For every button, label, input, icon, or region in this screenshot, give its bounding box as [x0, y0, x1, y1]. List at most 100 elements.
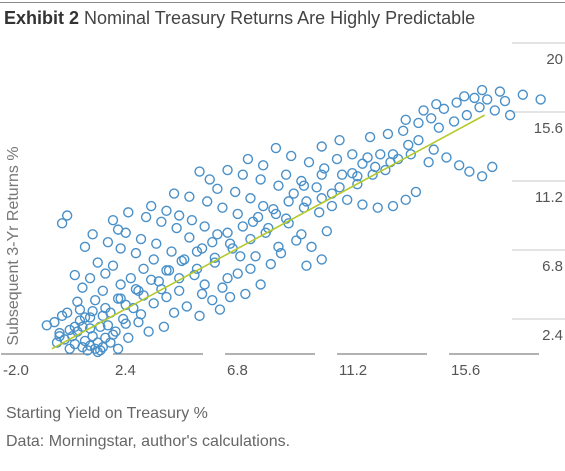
- data-point: [74, 315, 86, 326]
- y-tick-label: 20: [546, 51, 563, 68]
- data-point: [173, 210, 185, 221]
- data-point: [72, 296, 83, 307]
- data-point: [196, 243, 208, 254]
- data-point: [64, 343, 75, 354]
- data-point: [212, 229, 223, 240]
- x-tick-label: 6.8: [227, 362, 248, 379]
- data-point: [156, 284, 167, 295]
- data-point: [410, 186, 422, 198]
- data-point: [451, 97, 462, 108]
- data-point: [207, 236, 218, 248]
- data-point: [112, 343, 124, 354]
- data-point: [476, 171, 488, 182]
- data-point: [179, 254, 190, 265]
- data-point: [301, 260, 312, 271]
- data-point: [255, 279, 266, 290]
- data-point: [77, 342, 88, 353]
- data-point: [316, 254, 327, 265]
- data-point: [184, 232, 195, 243]
- data-point: [405, 149, 417, 160]
- data-point: [130, 247, 142, 259]
- data-point: [112, 224, 124, 235]
- data-point: [199, 221, 210, 232]
- y-tick-label: 6.8: [542, 258, 563, 275]
- data-point: [265, 258, 277, 270]
- data-point: [341, 194, 353, 206]
- data-point: [222, 164, 233, 176]
- data-point: [380, 164, 391, 176]
- data-point: [222, 227, 233, 238]
- data-point: [382, 128, 394, 140]
- data-point: [140, 211, 152, 223]
- data-point: [257, 160, 269, 171]
- data-point: [222, 273, 233, 284]
- data-point: [145, 274, 157, 285]
- data-point: [92, 257, 103, 268]
- data-point: [352, 178, 363, 190]
- data-point: [250, 251, 261, 262]
- data-point: [87, 229, 98, 240]
- data-point: [474, 102, 485, 113]
- data-point: [464, 166, 475, 177]
- data-point: [56, 218, 68, 229]
- data-point: [418, 105, 429, 116]
- data-point: [138, 263, 149, 275]
- data-point: [173, 285, 185, 296]
- data-point: [171, 222, 182, 234]
- data-point: [97, 310, 109, 322]
- data-point: [176, 255, 187, 267]
- data-point: [107, 215, 119, 226]
- data-point: [69, 321, 81, 333]
- data-point: [499, 95, 511, 107]
- data-point: [148, 298, 159, 309]
- data-point: [336, 169, 348, 180]
- data-point: [224, 291, 236, 303]
- data-point: [255, 174, 266, 185]
- data-point: [400, 194, 411, 206]
- data-point: [161, 291, 172, 303]
- data-point: [240, 288, 251, 300]
- data-point: [291, 235, 302, 246]
- data-point: [79, 312, 91, 323]
- data-point: [133, 316, 144, 328]
- data-point: [469, 92, 480, 104]
- data-point: [403, 139, 414, 151]
- data-point: [212, 183, 223, 195]
- data-point: [54, 331, 65, 342]
- data-point: [481, 94, 493, 105]
- data-point: [161, 265, 172, 276]
- data-point: [489, 105, 501, 116]
- data-point: [504, 109, 516, 121]
- data-point: [87, 305, 98, 317]
- data-point: [84, 323, 96, 334]
- data-point: [413, 135, 424, 146]
- data-point: [207, 294, 218, 306]
- data-point: [397, 125, 409, 137]
- data-point: [303, 156, 315, 168]
- data-point: [158, 321, 170, 333]
- x-tick-label: -2.0: [3, 362, 29, 379]
- data-point: [77, 282, 88, 293]
- data-point: [54, 327, 65, 339]
- data-point: [168, 307, 180, 318]
- data-point: [306, 241, 317, 253]
- data-point: [245, 193, 256, 204]
- data-point: [476, 84, 488, 96]
- data-point: [89, 294, 101, 306]
- data-point: [252, 211, 264, 223]
- data-point: [326, 200, 338, 212]
- data-point: [316, 169, 327, 180]
- data-point: [319, 163, 330, 174]
- chart-title: Exhibit 2 Nominal Treasury Returns Are H…: [4, 8, 475, 29]
- data-point: [487, 161, 498, 173]
- data-point: [123, 207, 134, 218]
- data-point: [245, 263, 256, 275]
- data-point: [352, 171, 363, 182]
- data-point: [102, 320, 114, 331]
- data-point: [199, 279, 210, 290]
- data-point: [232, 208, 243, 220]
- data-point: [204, 174, 215, 185]
- data-point: [517, 89, 529, 100]
- data-point: [232, 268, 243, 279]
